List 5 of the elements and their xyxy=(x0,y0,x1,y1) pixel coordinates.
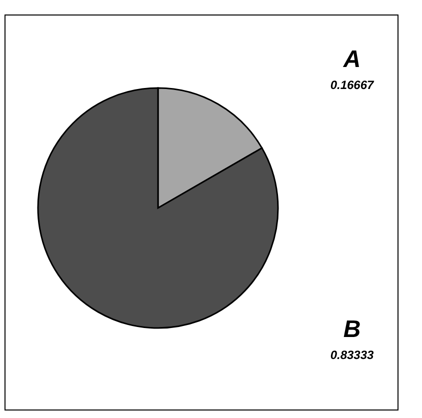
slice-label: B xyxy=(343,316,361,343)
slice-label: A xyxy=(342,46,361,73)
data-label: 0.83333 xyxy=(330,348,374,362)
pie-slice xyxy=(37,87,279,329)
data-label: 0.16667 xyxy=(330,78,376,92)
